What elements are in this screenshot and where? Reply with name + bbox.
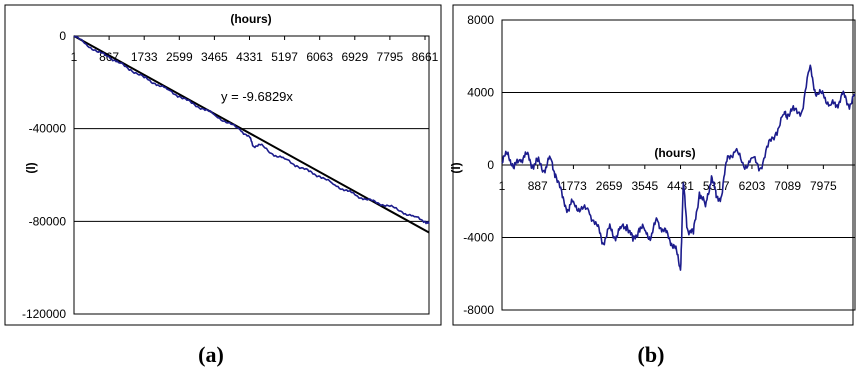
panel-a-x-tick-label: 8661 — [412, 50, 439, 64]
panel-a-x-tick-label: 6929 — [341, 50, 368, 64]
panel-b-x-tick-label: 6203 — [739, 179, 766, 193]
panel-a-x-axis-title: (hours) — [230, 12, 271, 26]
panel-a-y-tick-label: 0 — [59, 29, 66, 43]
panel-a-frame — [4, 4, 442, 326]
panel-a-x-tick-label: 1 — [71, 50, 78, 64]
panel-b-y-tick-label: 8000 — [467, 13, 494, 27]
panel-b-y-tick-label: -4000 — [463, 231, 494, 245]
panel-b-y-tick-label: -8000 — [463, 303, 494, 317]
panel-a-x-tick-label: 6063 — [306, 50, 333, 64]
panel-a-x-tick-label: 2599 — [166, 50, 193, 64]
chart-panel-b: 8000 4000 0 -4000 -8000 1 887 1773 2659 3545 4431… — [449, 4, 856, 326]
panel-b-y-axis-title: (l) — [449, 162, 463, 173]
panel-b-x-axis-title: (hours) — [654, 146, 695, 160]
panel-a-trendline-equation: y = -9.6829x — [221, 89, 293, 104]
panel-a-x-tick-label: 7795 — [377, 50, 404, 64]
panel-a-x-tick-label: 1733 — [131, 50, 158, 64]
panel-a-y-tick-label: -120000 — [22, 307, 66, 321]
panel-a-x-tick-label: 3465 — [201, 50, 228, 64]
panel-a-x-tick-label: 4331 — [236, 50, 263, 64]
panel-a-label: (a) — [198, 342, 224, 367]
panel-b-label: (b) — [638, 342, 665, 367]
panel-b-x-tick-label: 7975 — [810, 179, 837, 193]
panel-a-y-tick-label: -80000 — [29, 214, 67, 228]
panel-b-x-tick-label: 1773 — [560, 179, 587, 193]
panel-a-x-tick-label: 5197 — [271, 50, 298, 64]
chart-panel-a: 0-40000-80000-120000 1 867 1733 2599 3465 433… — [4, 4, 442, 326]
panel-b-x-tick-label: 4431 — [667, 179, 694, 193]
panel-a-y-tick-label: -40000 — [29, 122, 67, 136]
panel-b-x-tick-label: 2659 — [596, 179, 623, 193]
panel-a-series-line — [73, 35, 430, 225]
panel-b-x-tick-label: 7089 — [774, 179, 801, 193]
panel-b-y-tick-label: 0 — [487, 158, 494, 172]
panel-b-x-tick-label: 3545 — [631, 179, 658, 193]
panel-b-x-tick-label: 1 — [499, 179, 506, 193]
panel-a-y-axis-title: (l) — [24, 162, 38, 173]
panel-b-y-tick-label: 4000 — [467, 86, 494, 100]
panel-b-x-tick-label: 887 — [528, 179, 548, 193]
panel-b-series-line — [501, 64, 856, 271]
